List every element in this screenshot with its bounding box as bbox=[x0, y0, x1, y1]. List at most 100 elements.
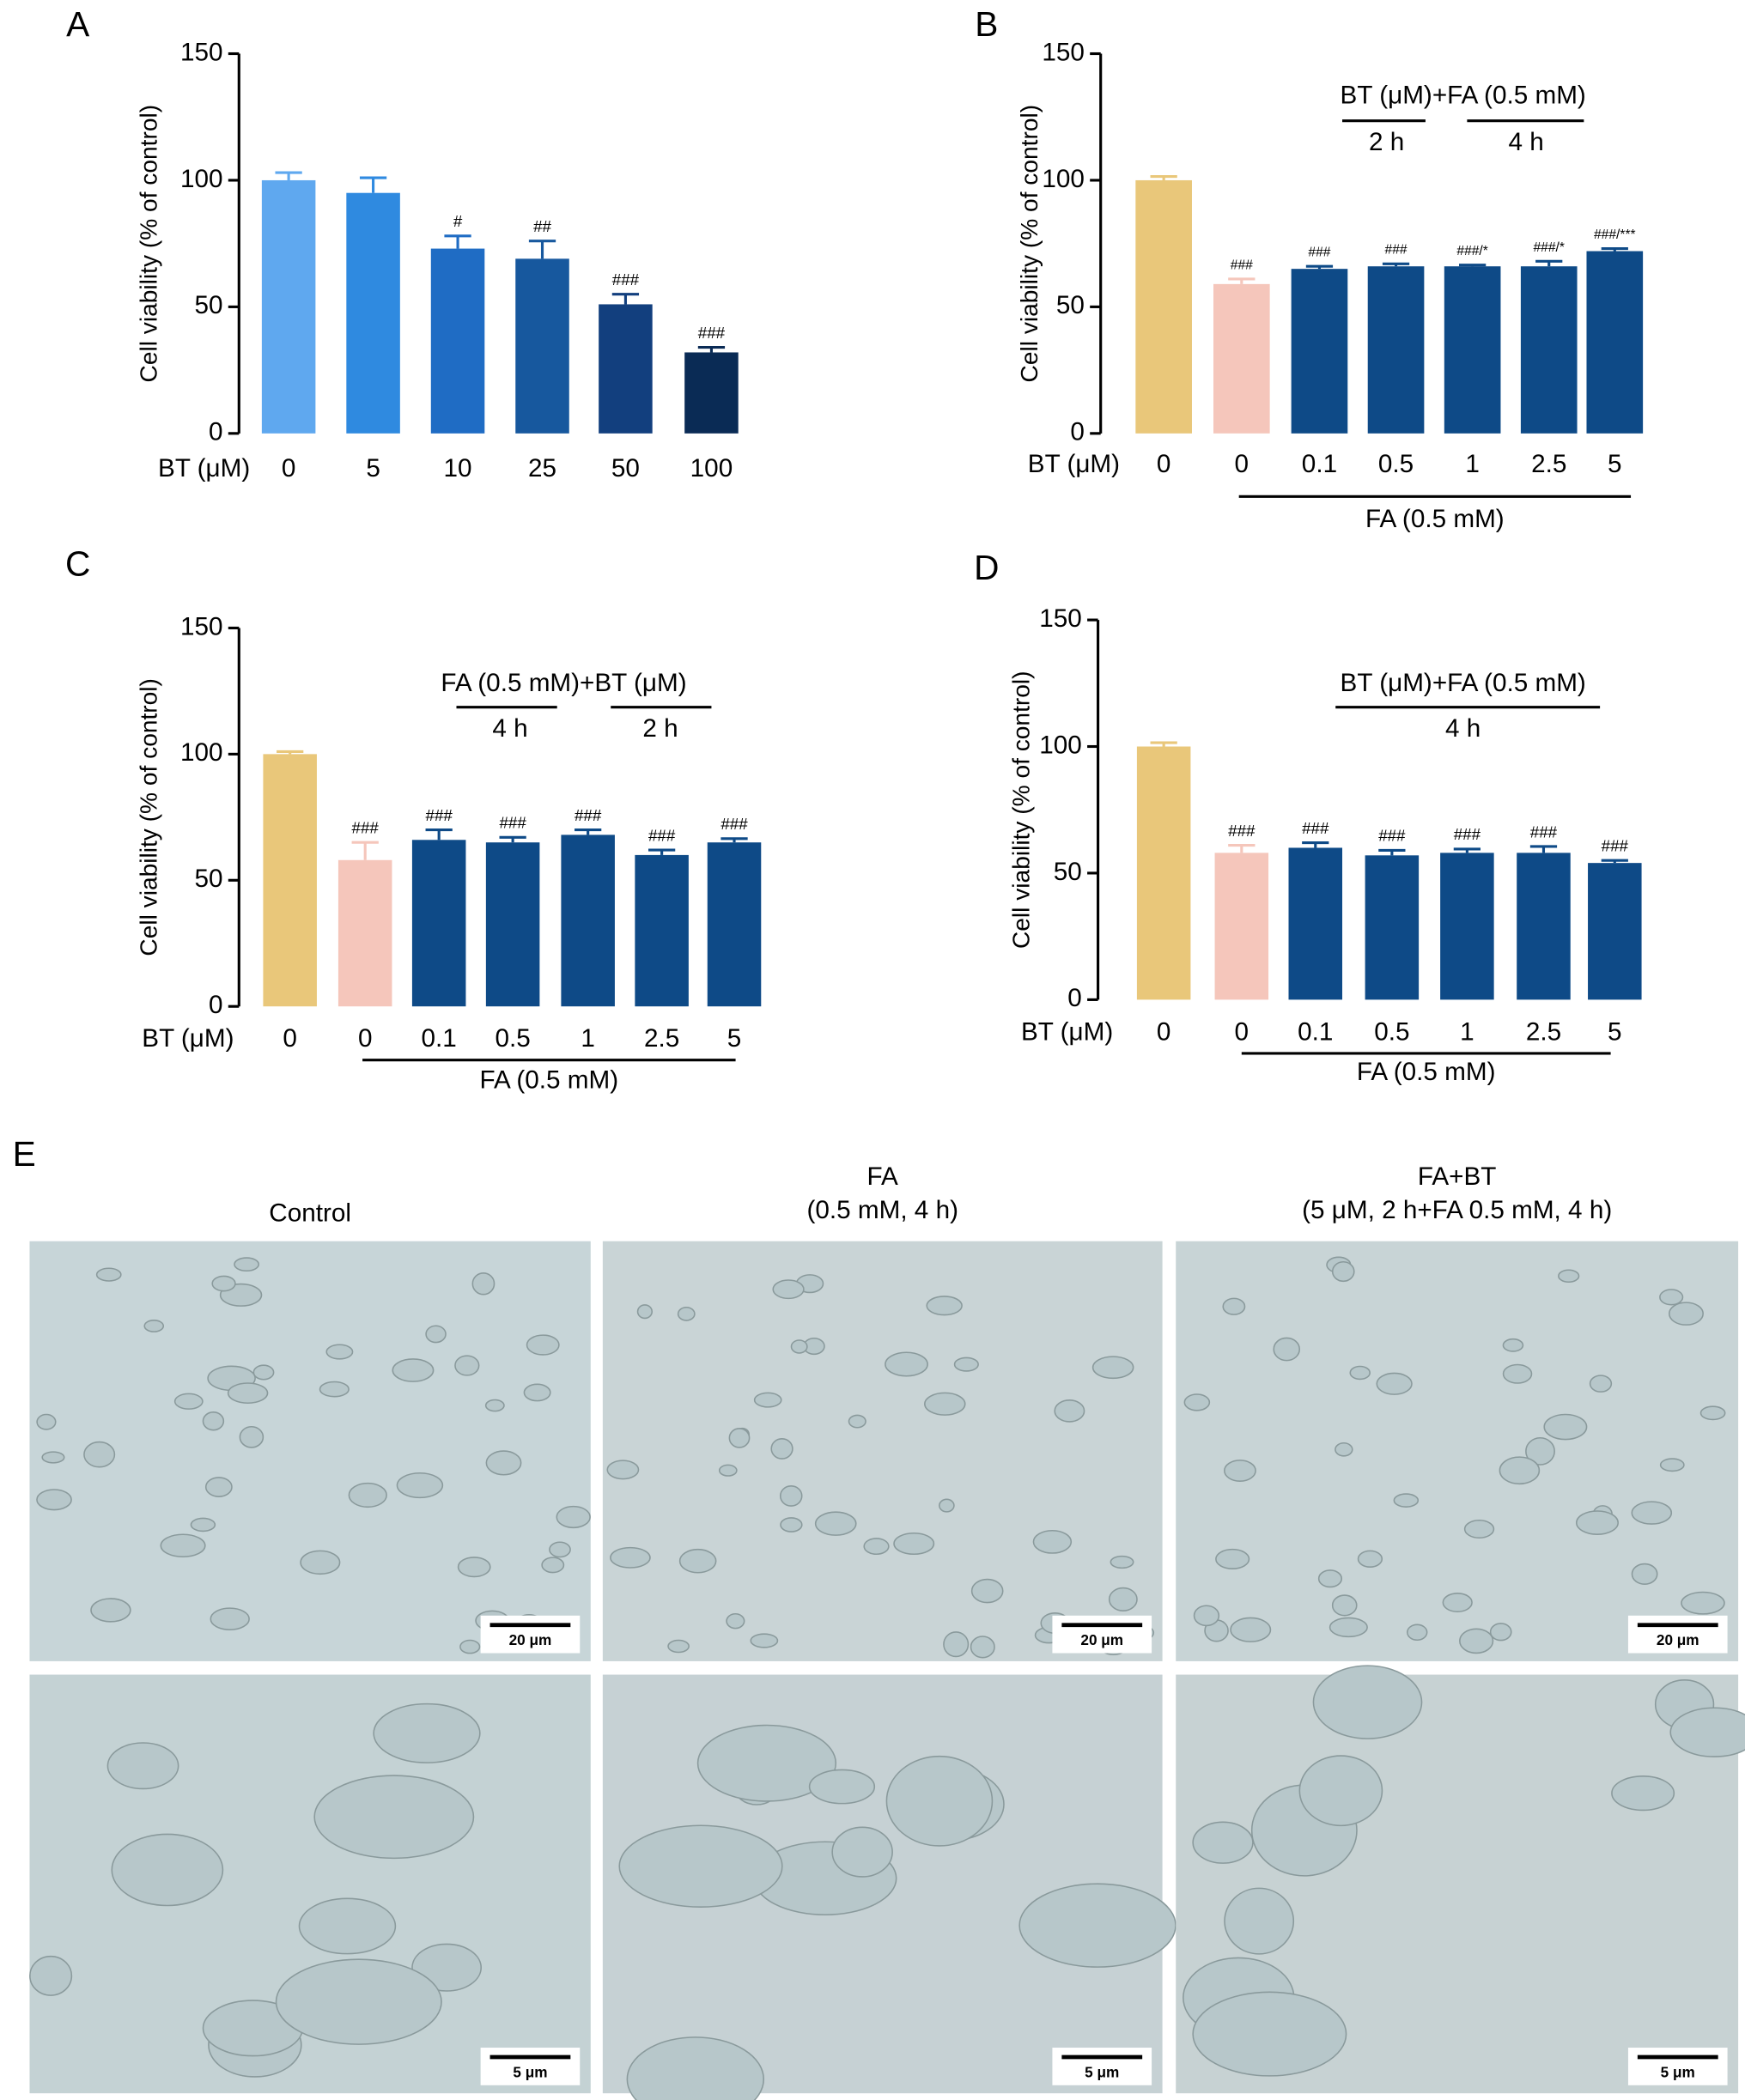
cell bbox=[1329, 1617, 1368, 1638]
x-tick-label: 5 bbox=[1608, 450, 1622, 478]
cell bbox=[1589, 1375, 1613, 1393]
time-label: 4 h bbox=[1445, 714, 1481, 743]
cell bbox=[392, 1358, 435, 1382]
significance-label: ### bbox=[575, 806, 602, 824]
y-tick-label: 150 bbox=[180, 38, 223, 66]
bar bbox=[1588, 863, 1642, 1000]
cell bbox=[618, 1824, 783, 1908]
cell bbox=[1331, 1260, 1355, 1283]
significance-label: ### bbox=[1385, 243, 1408, 258]
time-label: 4 h bbox=[492, 714, 527, 743]
cell bbox=[943, 1631, 970, 1658]
scale-bar-label: 20 μm bbox=[1657, 1631, 1699, 1648]
cell bbox=[1463, 1519, 1495, 1539]
column-title: Control bbox=[269, 1199, 351, 1227]
cell bbox=[1499, 1456, 1541, 1485]
significance-label: ### bbox=[1302, 819, 1329, 837]
cell bbox=[939, 1498, 955, 1513]
cell bbox=[1110, 1555, 1134, 1569]
significance-label: ###/* bbox=[1533, 240, 1564, 255]
cell bbox=[606, 1460, 640, 1480]
x-axis-label: BT (μM) bbox=[1021, 1017, 1113, 1046]
cell bbox=[143, 1320, 165, 1332]
x-tick-label: 0 bbox=[1235, 1017, 1249, 1046]
cell bbox=[970, 1636, 995, 1659]
cell bbox=[373, 1702, 481, 1763]
panel-label: C bbox=[65, 543, 90, 583]
scale-bar-box bbox=[1052, 1615, 1152, 1654]
cell bbox=[1331, 1594, 1358, 1617]
cell bbox=[523, 1383, 551, 1402]
significance-label: ### bbox=[1454, 825, 1481, 843]
cell bbox=[95, 1267, 122, 1282]
cell bbox=[1183, 1393, 1211, 1411]
cell bbox=[36, 1413, 57, 1430]
y-tick-label: 100 bbox=[180, 738, 223, 767]
cell bbox=[252, 1364, 275, 1381]
cell bbox=[106, 1742, 179, 1790]
cell bbox=[1298, 1755, 1383, 1827]
bracket-label: FA (0.5 mM) bbox=[479, 1066, 618, 1095]
cell bbox=[726, 1612, 745, 1630]
cell bbox=[541, 1557, 565, 1574]
bar bbox=[599, 304, 653, 434]
y-tick-label: 0 bbox=[209, 991, 223, 1019]
cell bbox=[626, 2036, 764, 2100]
cell bbox=[1681, 1591, 1725, 1615]
cell bbox=[556, 1505, 591, 1529]
cell bbox=[275, 1958, 442, 2045]
x-tick-label: 2.5 bbox=[644, 1024, 679, 1053]
cell bbox=[234, 1257, 260, 1272]
column-title: FA bbox=[867, 1162, 898, 1191]
x-tick-label: 0.5 bbox=[1378, 450, 1414, 478]
significance-label: ###/* bbox=[1456, 244, 1487, 258]
cell bbox=[808, 1769, 876, 1805]
cell bbox=[790, 1339, 808, 1354]
significance-label: ### bbox=[648, 826, 676, 844]
bar bbox=[485, 842, 540, 1007]
cell bbox=[1631, 1501, 1673, 1525]
cell bbox=[239, 1425, 264, 1448]
significance-label: # bbox=[453, 212, 463, 230]
y-axis-label: Cell viability (% of control) bbox=[1016, 105, 1043, 383]
cell bbox=[779, 1485, 803, 1507]
cell bbox=[111, 1833, 224, 1907]
cell bbox=[885, 1755, 994, 1847]
y-tick-label: 0 bbox=[209, 418, 223, 446]
x-tick-label: 0 bbox=[1157, 450, 1171, 478]
cell bbox=[1631, 1563, 1658, 1585]
significance-label: ### bbox=[720, 815, 748, 833]
x-tick-label: 50 bbox=[611, 454, 640, 483]
y-tick-label: 0 bbox=[1067, 984, 1082, 1012]
significance-label: ### bbox=[1228, 822, 1256, 840]
x-tick-label: 2.5 bbox=[1526, 1017, 1561, 1046]
scale-bar-label: 20 μm bbox=[509, 1631, 552, 1648]
cell bbox=[1230, 1617, 1272, 1642]
cell bbox=[1376, 1372, 1413, 1395]
significance-label: ### bbox=[1602, 837, 1629, 855]
cell bbox=[924, 1392, 966, 1416]
cell bbox=[160, 1533, 206, 1558]
bar bbox=[261, 179, 316, 434]
cell bbox=[41, 1451, 65, 1464]
scale-bar-box bbox=[1627, 1615, 1728, 1654]
cell bbox=[348, 1482, 387, 1508]
cell bbox=[770, 1438, 793, 1460]
cell bbox=[1669, 1707, 1745, 1757]
bar bbox=[1367, 266, 1425, 434]
bar bbox=[1365, 855, 1420, 1000]
cell bbox=[1054, 1399, 1085, 1423]
cell bbox=[1108, 1587, 1138, 1611]
significance-label: ### bbox=[612, 270, 640, 288]
cell bbox=[696, 1724, 837, 1802]
cell bbox=[204, 1477, 233, 1497]
bar bbox=[1214, 853, 1269, 1000]
cell bbox=[190, 1517, 216, 1533]
cell bbox=[1312, 1665, 1423, 1739]
cell bbox=[1442, 1593, 1473, 1613]
cell bbox=[1215, 1548, 1250, 1569]
cell bbox=[1699, 1405, 1726, 1421]
cell bbox=[970, 1578, 1004, 1604]
cell bbox=[227, 1382, 269, 1405]
x-tick-label: 0 bbox=[1157, 1017, 1171, 1046]
